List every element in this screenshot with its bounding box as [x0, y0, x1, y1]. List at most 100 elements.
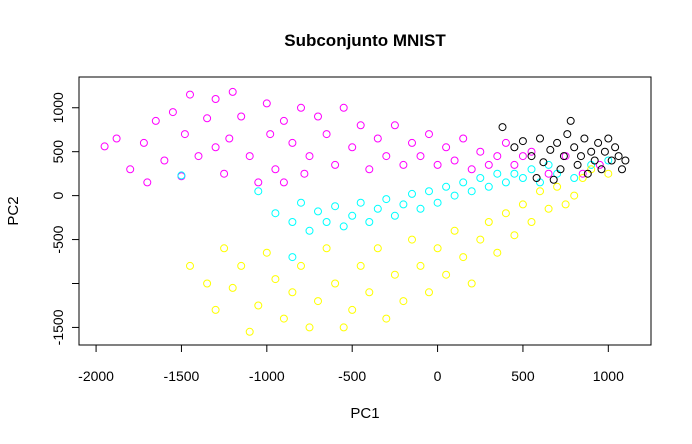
scatter-point [510, 143, 519, 152]
scatter-point [433, 244, 442, 253]
x-axis-label: PC1 [350, 405, 379, 422]
scatter-point [484, 160, 493, 169]
scatter-point [493, 248, 502, 257]
scatter-point [348, 143, 357, 152]
scatter-point [228, 283, 237, 292]
chart-title: Subconjunto MNIST [284, 31, 446, 50]
scatter-point [297, 261, 305, 270]
scatter-point [442, 182, 451, 191]
scatter-point [501, 209, 510, 218]
scatter-point [408, 138, 416, 147]
y-tick-label: -500 [50, 225, 66, 253]
scatter-point [254, 178, 263, 187]
scatter-point [493, 169, 502, 178]
scatter-point [570, 191, 579, 200]
scatter-point [211, 305, 220, 314]
scatter-point [442, 270, 451, 279]
scatter-point [245, 152, 254, 161]
scatter-point [322, 130, 331, 139]
scatter-point [527, 218, 536, 226]
scatter-point [611, 143, 620, 152]
scatter-point [561, 152, 570, 161]
scatter-point [348, 305, 357, 314]
scatter-point [527, 165, 536, 174]
scatter-point [382, 152, 391, 161]
scatter-point [211, 95, 220, 103]
scatter-point [539, 158, 548, 167]
scatter-point [476, 147, 485, 156]
scatter-point [544, 169, 553, 178]
scatter-point [476, 174, 485, 182]
scatter-point [425, 187, 433, 196]
scatter-point [305, 152, 314, 161]
scatter-point [314, 297, 322, 306]
scatter-point [583, 169, 592, 178]
plot-frame [78, 76, 652, 346]
scatter-point [546, 145, 555, 154]
x-tick-label: 500 [511, 368, 535, 384]
scatter-point [266, 130, 275, 139]
scatter-point [433, 198, 442, 207]
scatter-point [254, 187, 263, 196]
scatter-point [314, 112, 322, 121]
scatter-point [573, 160, 582, 169]
scatter-point [225, 134, 234, 143]
scatter-point [416, 204, 425, 213]
scatter-point [390, 270, 399, 279]
scatter-point [160, 156, 169, 165]
scatter-point [408, 189, 416, 198]
scatter-point [621, 156, 630, 165]
scatter-point [587, 147, 596, 156]
scatter-point [459, 253, 468, 262]
scatter-point [614, 152, 623, 161]
scatter-point [365, 218, 374, 226]
scatter-point [536, 134, 544, 143]
scatter-point [484, 218, 493, 226]
scatter-point [544, 204, 553, 213]
scatter-point [442, 143, 451, 152]
scatter-point [356, 261, 365, 270]
scatter-point [331, 160, 340, 169]
scatter-point [143, 178, 152, 187]
scatter-point [563, 130, 572, 139]
scatter-point [365, 288, 374, 297]
scatter-point [518, 152, 527, 161]
scatter-point [553, 182, 562, 191]
scatter-point [459, 134, 468, 143]
scatter-point [348, 211, 357, 220]
scatter-point [237, 261, 246, 270]
scatter-point [433, 160, 442, 169]
scatter-point [220, 169, 229, 178]
scatter-point [498, 123, 507, 132]
scatter-point [180, 130, 189, 139]
scatter-point [408, 235, 416, 244]
scatter-point [203, 114, 212, 123]
scatter-point [527, 147, 536, 156]
scatter-point [467, 187, 476, 196]
scatter-point [580, 134, 589, 143]
scatter-point [297, 103, 305, 112]
scatter-point [262, 248, 271, 257]
scatter-point [549, 175, 558, 184]
scatter-point [459, 178, 468, 187]
scatter-point [450, 226, 459, 235]
scatter-point [607, 156, 616, 165]
scatter-point [510, 231, 519, 240]
scatter-point [271, 165, 280, 174]
scatter-point [467, 165, 476, 174]
scatter-point [382, 195, 391, 204]
scatter-point [594, 138, 603, 147]
y-axis-label: PC2 [5, 196, 22, 225]
scatter-point [476, 235, 485, 244]
scatter-point [536, 187, 544, 196]
x-tick-label: 1000 [593, 368, 624, 384]
x-tick-label: -500 [338, 368, 366, 384]
x-axis: -2000 -1500 -1000 -500 0 500 1000 [78, 344, 624, 384]
scatter-point [237, 112, 246, 121]
scatter-point [390, 211, 399, 220]
scatter-point [399, 160, 408, 169]
scatter-point [399, 297, 408, 306]
scatter-point [168, 108, 177, 117]
scatter-point [595, 160, 604, 169]
scatter-point [271, 275, 280, 284]
